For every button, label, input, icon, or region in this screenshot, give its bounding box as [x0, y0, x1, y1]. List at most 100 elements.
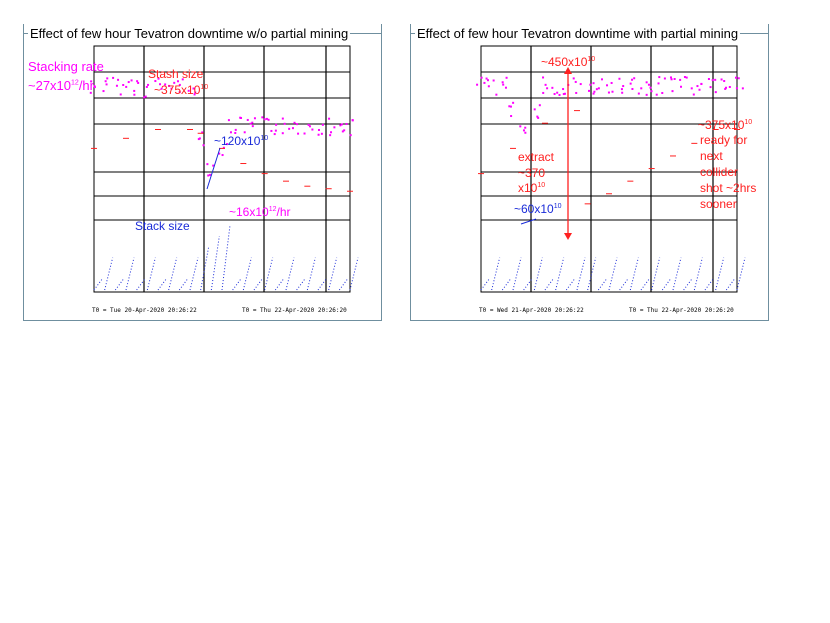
data-point-stack: [501, 278, 511, 291]
data-point-stack: [136, 278, 146, 291]
data-point-stack: [523, 278, 533, 291]
ready-line-2: next: [700, 149, 723, 163]
data-point-rate: [629, 82, 632, 85]
data-point-rate: [281, 132, 284, 135]
data-point-rate: [194, 91, 197, 94]
chart-panel-left: Effect of few hour Tevatron downtime w/o…: [23, 24, 382, 321]
data-point-rate: [119, 93, 122, 96]
data-point-rate: [621, 91, 624, 94]
data-point-rate: [600, 78, 603, 81]
data-point-rate: [321, 123, 324, 126]
data-point-rate: [483, 81, 486, 84]
stash-size-450: ~450x1010: [541, 55, 596, 69]
data-point-rate: [234, 128, 237, 131]
data-point-rate: [339, 124, 342, 127]
data-point-rate: [593, 90, 596, 93]
data-point-rate: [709, 86, 712, 89]
data-point-rate: [253, 117, 256, 120]
data-point-rate: [487, 85, 490, 88]
data-point-rate: [198, 137, 201, 140]
data-point-rate: [524, 126, 527, 129]
plot-frame: [480, 45, 738, 293]
data-point-rate: [102, 90, 105, 93]
data-point-rate: [133, 93, 136, 96]
data-point-rate: [239, 116, 242, 119]
data-point-rate: [137, 81, 140, 84]
plot-frame: [93, 45, 351, 293]
data-point-rate: [105, 83, 108, 86]
stack-size-label: Stack size: [135, 219, 190, 233]
data-point-rate: [328, 117, 331, 120]
data-point-rate: [631, 78, 634, 81]
data-point-rate: [218, 152, 221, 155]
data-point-rate: [698, 88, 701, 91]
data-point-rate: [680, 85, 683, 88]
data-point-stack: [189, 257, 199, 291]
data-point-stack: [565, 278, 575, 291]
data-point-rate: [170, 87, 173, 90]
data-point-rate: [592, 82, 595, 85]
data-point-rate: [622, 85, 625, 88]
data-point-rate: [734, 76, 737, 79]
data-point-rate: [690, 87, 693, 90]
data-point-rate: [509, 105, 512, 108]
data-point-rate: [685, 76, 688, 79]
data-point-rate: [588, 89, 591, 92]
data-point-stack: [587, 257, 597, 291]
data-point-rate: [724, 87, 727, 90]
data-point-rate: [234, 131, 237, 134]
data-point-rate: [274, 129, 277, 132]
data-point-rate: [178, 91, 181, 94]
data-point-rate: [345, 122, 348, 125]
data-point-rate: [542, 76, 545, 79]
data-point-rate: [206, 163, 209, 166]
data-point-rate: [291, 127, 294, 130]
data-point-rate: [645, 93, 648, 96]
data-point-rate: [221, 154, 224, 157]
data-point-rate: [574, 80, 577, 83]
data-point-stack: [93, 278, 103, 291]
extract-arrow-head-up: [564, 67, 572, 74]
data-point-rate: [501, 81, 504, 84]
data-point-rate: [649, 86, 652, 89]
data-point-rate: [657, 82, 660, 85]
data-point-rate: [275, 123, 278, 126]
data-point-rate: [476, 83, 479, 86]
stack-pointer: [206, 147, 221, 190]
data-point-rate: [115, 84, 118, 87]
data-point-rate: [293, 121, 296, 124]
data-point-stack: [491, 257, 501, 291]
data-point-rate: [542, 91, 545, 94]
data-point-rate: [341, 130, 344, 133]
data-point-rate: [538, 104, 541, 107]
data-point-rate: [661, 91, 664, 94]
data-point-rate: [261, 116, 264, 119]
data-point-rate: [192, 87, 195, 90]
data-point-rate: [273, 133, 276, 136]
data-point-rate: [136, 80, 139, 83]
stash-size-375: ~375x1010: [698, 118, 753, 132]
data-point-rate: [645, 81, 648, 84]
data-point-rate: [597, 87, 600, 90]
data-point-rate: [311, 128, 314, 131]
data-point-stack: [328, 257, 338, 291]
data-point-rate: [159, 83, 162, 86]
data-point-rate: [725, 86, 728, 89]
data-point-rate: [510, 115, 513, 118]
data-point-rate: [728, 85, 731, 88]
data-point-rate: [270, 129, 273, 132]
data-point-stack: [306, 257, 316, 291]
data-point-rate: [711, 79, 714, 82]
stack-size-60: ~60x1010: [514, 202, 562, 216]
data-point-rate: [575, 91, 578, 94]
data-point-rate: [296, 123, 299, 126]
data-point-rate: [187, 89, 190, 92]
stack-size-120: ~120x1010: [214, 134, 269, 148]
footer-right: T0 = Thu 22-Apr-2020 20:26:20: [242, 307, 347, 314]
data-point-rate: [611, 90, 614, 93]
data-point-rate: [505, 76, 508, 79]
ready-line-1: ready for: [700, 133, 748, 147]
data-point-stack: [296, 278, 306, 291]
data-point-stack: [338, 278, 348, 291]
panel-title: Effect of few hour Tevatron downtime wit…: [415, 26, 741, 41]
